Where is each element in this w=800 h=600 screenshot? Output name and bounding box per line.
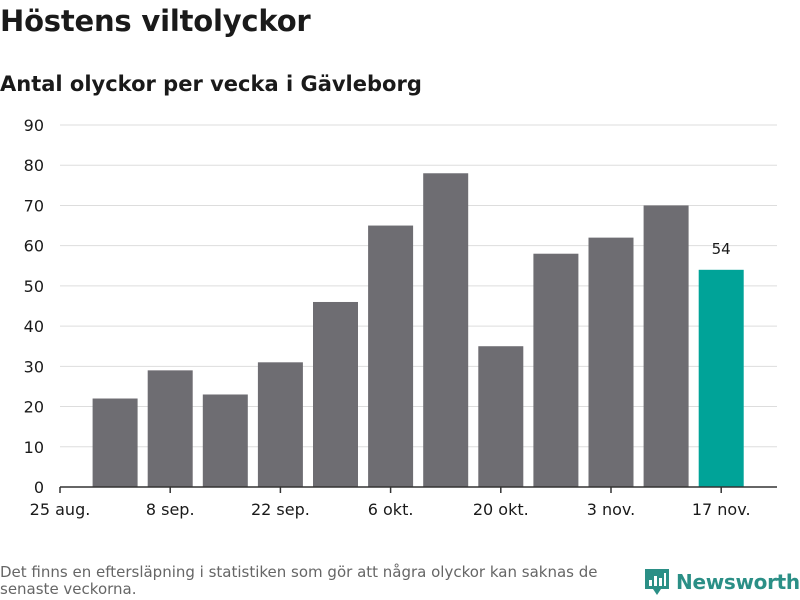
x-tick-label: 17 nov. (692, 500, 751, 519)
bar-highlight (698, 269, 744, 487)
x-tick-label: 8 sep. (146, 500, 195, 519)
newsworthy-logo-icon (645, 569, 669, 595)
brand-logo: Newsworthy (644, 568, 800, 596)
y-tick-label: 50 (24, 277, 44, 296)
bar (257, 362, 303, 487)
x-axis: 25 aug. 8 sep. 22 sep. 6 okt. 20 okt. 3 nov. 1… (30, 486, 777, 519)
bar (313, 301, 358, 487)
bar (588, 237, 634, 487)
y-tick-label: 10 (24, 438, 44, 457)
bar (92, 398, 138, 487)
bar (643, 205, 689, 487)
x-tick-label: 6 okt. (368, 500, 414, 519)
y-tick-label: 20 (24, 398, 44, 417)
y-tick-label: 70 (24, 196, 44, 215)
y-tick-label: 40 (24, 317, 44, 336)
x-tick-label: 20 okt. (473, 500, 529, 519)
bar (368, 225, 414, 488)
x-tick-label: 22 sep. (251, 500, 310, 519)
bar (423, 173, 469, 487)
bars (92, 173, 744, 488)
x-tick-label: 25 aug. (30, 500, 91, 519)
y-tick-label: 80 (24, 156, 44, 175)
bar-chart: 0 10 20 30 40 50 60 70 80 90 25 aug. 8 sep. 22 sep.… (24, 116, 777, 519)
footnote: Det finns en eftersläpning i statistiken… (0, 563, 598, 598)
bar (147, 370, 193, 487)
y-axis-ticks: 0 10 20 30 40 50 60 70 80 90 (24, 116, 44, 497)
highlight-value-label: 54 (712, 240, 731, 258)
data-labels: 54 (712, 240, 731, 258)
y-tick-label: 60 (24, 237, 44, 256)
y-tick-label: 90 (24, 116, 44, 135)
bar (478, 346, 524, 487)
x-tick-label: 3 nov. (587, 500, 636, 519)
page-title: Höstens viltolyckor (0, 4, 311, 38)
brand-name: Newsworthy (676, 570, 800, 594)
y-tick-label: 30 (24, 357, 44, 376)
bar (202, 394, 248, 487)
bar (533, 253, 579, 487)
y-tick-label: 0 (34, 478, 44, 497)
chart-subtitle: Antal olyckor per vecka i Gävleborg (0, 72, 422, 96)
